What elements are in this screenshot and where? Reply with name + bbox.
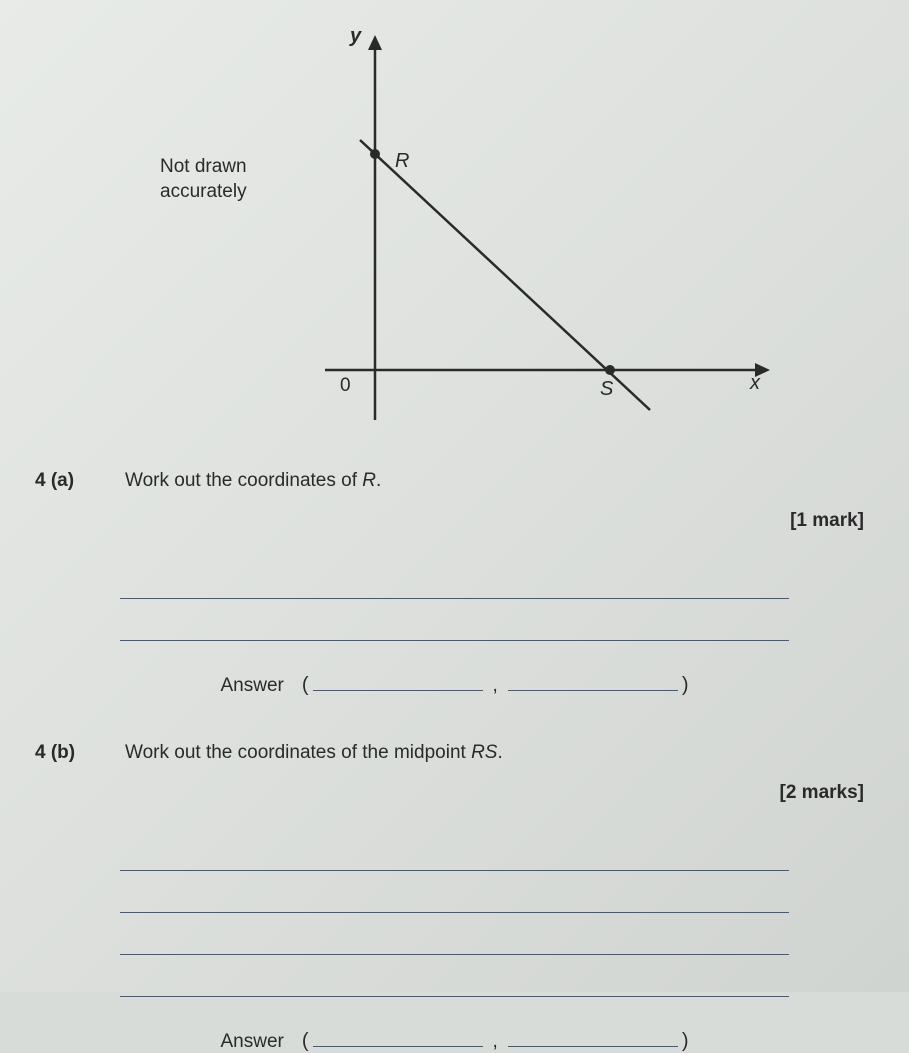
marks-4b: [2 marks] xyxy=(30,782,879,804)
marks-4a: [1 mark] xyxy=(30,510,879,532)
y-axis-arrow-icon xyxy=(368,35,382,50)
question-4a-row: 4 (a) Work out the coordinates of R. xyxy=(30,470,879,492)
answer-label-4b: Answer xyxy=(221,1031,284,1053)
question-4b-row: 4 (b) Work out the coordinates of the mi… xyxy=(30,742,879,764)
point-s-dot xyxy=(605,365,615,375)
point-r-dot xyxy=(370,149,380,159)
comma-4b: , xyxy=(493,1031,498,1053)
question-4a-text: Work out the coordinates of R. xyxy=(125,470,879,492)
qa-prefix: Work out the coordinates of xyxy=(125,470,362,491)
work-line[interactable] xyxy=(120,829,789,871)
qa-suffix: . xyxy=(376,470,381,491)
work-lines-4a xyxy=(120,557,789,641)
work-line[interactable] xyxy=(120,599,789,641)
qb-segment: RS xyxy=(471,742,497,763)
comma-4a: , xyxy=(493,675,498,697)
work-line[interactable] xyxy=(120,557,789,599)
point-s-label: S xyxy=(600,378,613,401)
work-line[interactable] xyxy=(120,871,789,913)
answer-row-4b: Answer ( , ) xyxy=(30,1027,879,1053)
answer-blank-4a-y[interactable] xyxy=(508,671,678,691)
not-drawn-note: Not drawn accurately xyxy=(160,155,247,204)
work-line[interactable] xyxy=(120,913,789,955)
open-paren-4b: ( xyxy=(302,1030,309,1053)
point-r-label: R xyxy=(395,150,409,173)
qa-point: R xyxy=(362,470,376,491)
qb-prefix: Work out the coordinates of the midpoint xyxy=(125,742,471,763)
not-drawn-line1: Not drawn xyxy=(160,156,247,177)
answer-blank-4b-x[interactable] xyxy=(313,1027,483,1047)
question-4b-number: 4 (b) xyxy=(30,742,125,764)
diagram-svg xyxy=(300,30,800,440)
work-lines-4b xyxy=(120,829,789,997)
exam-page: Not drawn accurately y R 0 S x 4 (a) xyxy=(0,0,909,992)
answer-row-4a: Answer ( , ) xyxy=(30,671,879,697)
not-drawn-line2: accurately xyxy=(160,181,247,202)
question-4a-number: 4 (a) xyxy=(30,470,125,492)
qb-suffix: . xyxy=(497,742,502,763)
close-paren-4a: ) xyxy=(682,674,689,697)
work-line[interactable] xyxy=(120,955,789,997)
diagram-area: Not drawn accurately y R 0 S x xyxy=(30,20,879,460)
close-paren-4b: ) xyxy=(682,1030,689,1053)
origin-label: 0 xyxy=(340,375,351,397)
answer-blank-4a-x[interactable] xyxy=(313,671,483,691)
x-axis-label: x xyxy=(750,372,760,395)
answer-label-4a: Answer xyxy=(221,675,284,697)
answer-blank-4b-y[interactable] xyxy=(508,1027,678,1047)
question-4b-text: Work out the coordinates of the midpoint… xyxy=(125,742,879,764)
open-paren-4a: ( xyxy=(302,674,309,697)
